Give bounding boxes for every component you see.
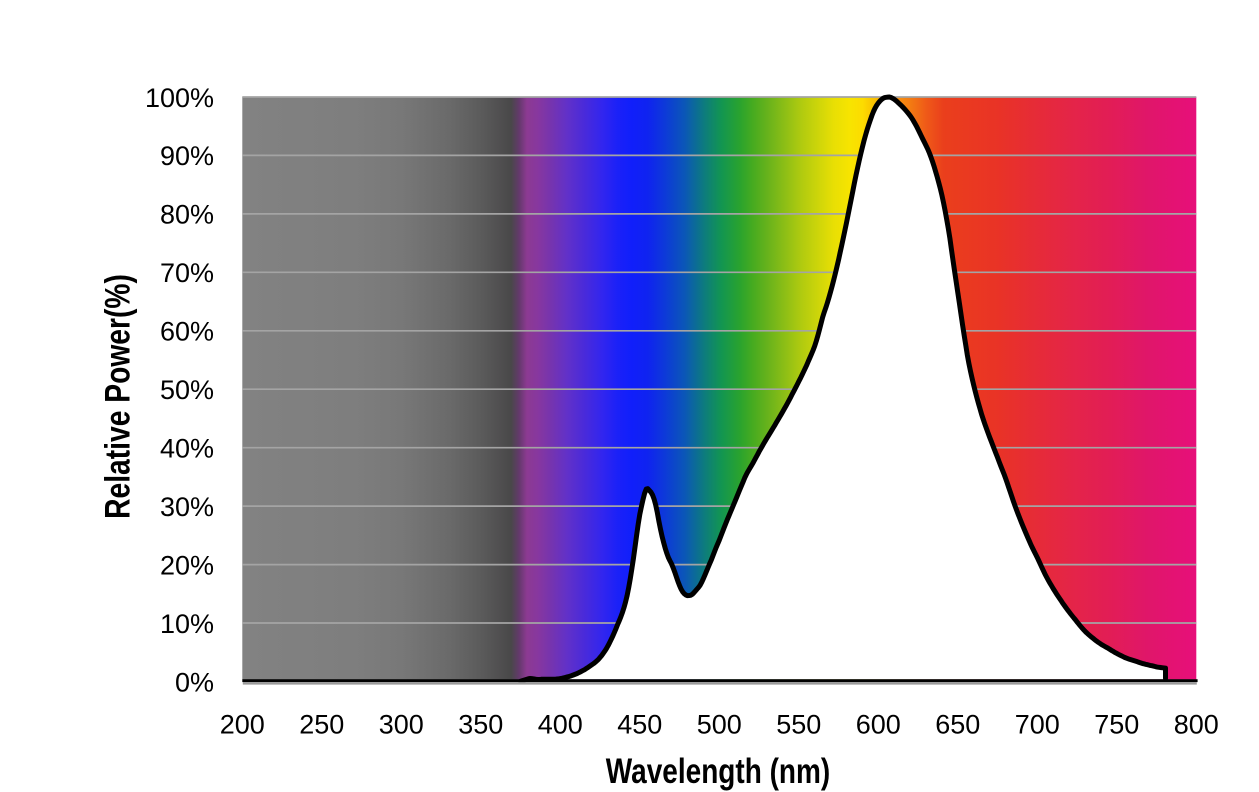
svg-text:0%: 0% xyxy=(175,667,214,697)
svg-text:400: 400 xyxy=(538,710,583,740)
svg-text:550: 550 xyxy=(776,710,821,740)
svg-text:200: 200 xyxy=(220,710,265,740)
svg-text:250: 250 xyxy=(299,710,344,740)
svg-text:100%: 100% xyxy=(145,83,214,113)
svg-text:90%: 90% xyxy=(160,141,214,171)
svg-text:60%: 60% xyxy=(160,317,214,347)
svg-text:50%: 50% xyxy=(160,375,214,405)
svg-text:800: 800 xyxy=(1174,710,1219,740)
svg-text:30%: 30% xyxy=(160,492,214,522)
svg-text:10%: 10% xyxy=(160,609,214,639)
svg-text:750: 750 xyxy=(1094,710,1139,740)
svg-text:20%: 20% xyxy=(160,550,214,580)
svg-text:40%: 40% xyxy=(160,434,214,464)
svg-text:450: 450 xyxy=(617,710,662,740)
svg-text:Wavelength (nm): Wavelength (nm) xyxy=(606,752,830,791)
svg-text:300: 300 xyxy=(379,710,424,740)
svg-text:80%: 80% xyxy=(160,200,214,230)
svg-text:Relative Power(%): Relative Power(%) xyxy=(98,274,137,519)
svg-text:650: 650 xyxy=(935,710,980,740)
svg-text:600: 600 xyxy=(856,710,901,740)
svg-text:700: 700 xyxy=(1015,710,1060,740)
svg-text:350: 350 xyxy=(458,710,503,740)
svg-text:70%: 70% xyxy=(160,258,214,288)
svg-text:500: 500 xyxy=(697,710,742,740)
